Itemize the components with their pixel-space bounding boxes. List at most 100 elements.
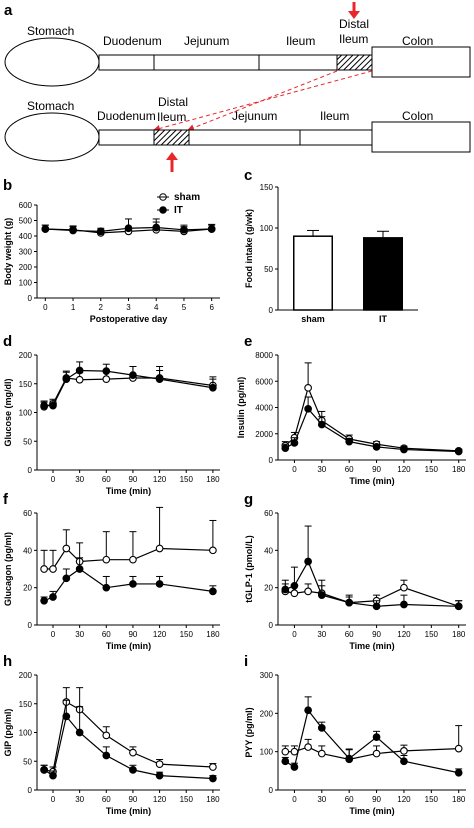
data-point-it (49, 593, 57, 601)
data-point-it (345, 754, 354, 763)
data-point-it (209, 774, 217, 783)
panel-g-label: g (244, 491, 253, 508)
label-colon-top: Colon (402, 34, 433, 48)
distal-ileum-top (336, 54, 373, 71)
y-tick-label: 200 (19, 671, 33, 680)
data-point-sham (209, 763, 217, 771)
x-tick-label: 120 (153, 475, 167, 484)
x-tick-label: 4 (154, 303, 159, 312)
data-point-it (290, 763, 299, 771)
data-point-it (400, 445, 408, 454)
series-line-it (284, 708, 459, 774)
data-point-sham (304, 383, 312, 392)
x-tick-label: 0 (292, 465, 297, 474)
red-arrowhead-bottom (166, 152, 178, 160)
x-axis-label: Time (min) (349, 476, 394, 486)
data-point-it (372, 733, 381, 741)
colon-top (371, 46, 471, 78)
data-point-it (209, 383, 217, 392)
data-point-it (281, 585, 290, 594)
intestine-top (98, 54, 373, 71)
data-point-it (129, 766, 137, 774)
colon-bottom (371, 121, 471, 153)
x-tick-label: 0 (292, 795, 297, 804)
y-tick-label: 600 (19, 201, 33, 210)
y-axis-label: Insulin (pg/ml) (236, 377, 246, 439)
label-duodenum-bottom: Duodenum (97, 109, 156, 123)
data-point-it (304, 404, 312, 413)
y-axis-label: Glucose (mg/dl) (3, 378, 13, 446)
x-tick-label: 90 (128, 475, 137, 484)
data-point-sham (317, 749, 326, 758)
data-point-it (155, 771, 164, 780)
stomach-top (4, 37, 100, 87)
y-tick-label: 100 (260, 224, 274, 233)
data-point-it (49, 771, 57, 780)
x-tick-label: 90 (372, 465, 381, 474)
y-axis-label: GIP (pg/ml) (3, 709, 13, 757)
y-tick-label: 200 (19, 351, 33, 360)
x-axis-label: Postoperative day (90, 314, 168, 324)
panel-i: i 0 100 200 300 PYY (pg/ml) 0 30 60 90 120 150 180 T… (244, 653, 466, 816)
x-tick-label: sham (301, 314, 325, 324)
y-tick-label: 100 (19, 729, 33, 738)
label-ileum-bottom: Ileum (320, 109, 349, 123)
chart-e: 0 2000 4000 6000 8000 Insulin (pg/ml) 0 30 60 90 1… (236, 351, 466, 486)
legend-label-sham: sham (174, 192, 200, 203)
panel-c-label: c (244, 167, 252, 184)
data-point-it (96, 227, 105, 236)
data-point-sham (102, 731, 111, 740)
distal-ileum-bottom (153, 129, 190, 146)
y-tick-label: 4000 (255, 404, 273, 413)
label-distal-bottom: Distal (158, 95, 188, 109)
data-point-it (69, 226, 77, 235)
data-point-sham (40, 565, 48, 573)
label-stomach-bottom: Stomach (27, 99, 74, 113)
y-tick-label: 40 (23, 546, 32, 555)
x-tick-label: 60 (102, 795, 111, 804)
red-arrowhead-top (348, 11, 360, 19)
x-tick-label: 30 (75, 475, 84, 484)
data-point-it (62, 712, 71, 721)
x-tick-label: 120 (397, 630, 411, 639)
y-axis-label: Body weight (g) (3, 218, 13, 286)
panel-c: c 0 50 100 150 Food intake (g/wk) sham IT (244, 167, 418, 324)
data-point-it (41, 225, 50, 233)
data-point-sham (102, 555, 111, 564)
y-axis-label: Food intake (g/wk) (244, 209, 254, 288)
label-colon-bottom: Colon (402, 109, 433, 123)
y-tick-label: 0 (28, 621, 33, 630)
y-tick-label: 50 (23, 437, 32, 446)
x-tick-label: 30 (75, 795, 84, 804)
y-axis-label: Glucagon (pg/ml) (3, 532, 13, 606)
panel-b-label: b (3, 177, 12, 194)
data-point-sham (290, 589, 299, 598)
series-line-it (44, 369, 213, 407)
chart-g: 0 20 40 60 tGLP-1 (pmol/L) 0 30 60 90 120 150 180 Ti… (244, 509, 466, 651)
x-tick-label: 180 (452, 630, 466, 639)
x-tick-label: 90 (128, 795, 137, 804)
y-tick-label: 100 (260, 748, 274, 757)
data-point-it (40, 596, 48, 605)
x-axis-label: Time (min) (106, 806, 151, 816)
series-line-sham (284, 385, 459, 452)
data-point-it (40, 401, 48, 410)
data-point-it (124, 224, 133, 233)
label-duodenum-top: Duodenum (103, 34, 162, 48)
stomach-bottom (4, 112, 100, 162)
chart-h: 0 50 100 150 200 GIP (pg/ml) 0 30 60 90 120 150 180 T… (3, 671, 220, 816)
data-point-sham (75, 375, 84, 384)
legend-marker-it (159, 206, 167, 214)
y-axis-label: PYY (pg/ml) (244, 707, 254, 757)
panel-i-label: i (244, 653, 248, 670)
data-point-it (290, 439, 299, 447)
data-point-sham (454, 744, 463, 753)
x-tick-label: 0 (51, 795, 56, 804)
x-axis-label: Time (min) (106, 486, 151, 496)
x-tick-label: 0 (51, 630, 56, 639)
data-point-it (75, 728, 84, 737)
chart-c: 0 50 100 150 Food intake (g/wk) sham IT (244, 183, 418, 324)
x-tick-label: 180 (206, 795, 220, 804)
data-point-it (152, 223, 161, 232)
x-tick-label: 30 (317, 465, 326, 474)
